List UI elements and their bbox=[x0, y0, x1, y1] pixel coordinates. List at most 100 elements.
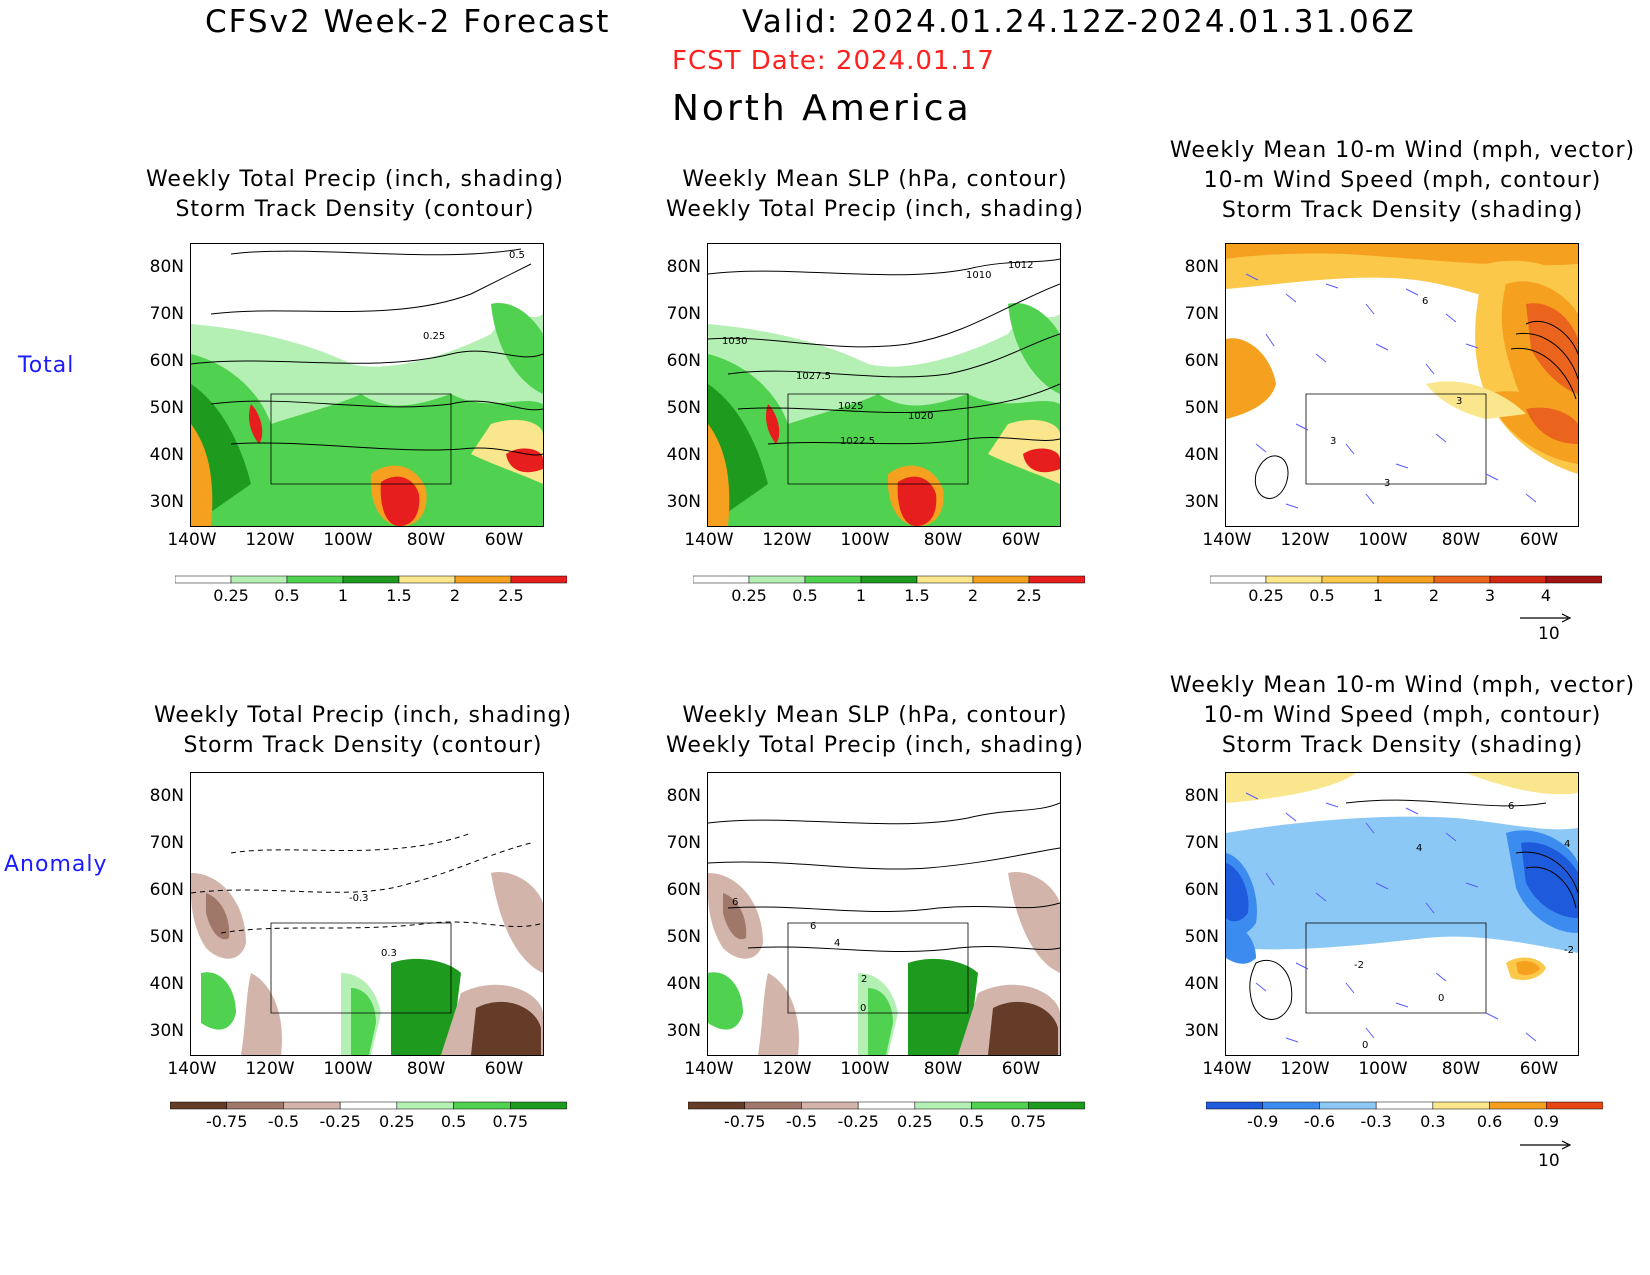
colorbar-tick-label: 1 bbox=[337, 586, 349, 605]
panel-title-p3: Weekly Mean 10-m Wind (mph, vector) 10-m … bbox=[1169, 138, 1636, 223]
colorbar-swatch bbox=[226, 1101, 284, 1110]
lat-tick-label: 70N bbox=[149, 304, 184, 324]
colorbar-tick-label: 0.25 bbox=[1248, 586, 1284, 605]
lat-tick-label: 50N bbox=[1184, 398, 1219, 418]
colorbar-precip-anomaly: -0.75 -0.5 -0.25 0.25 0.5 0.75 bbox=[170, 1101, 567, 1131]
colorbar-tick-label: 0.9 bbox=[1533, 1112, 1559, 1131]
lon-tick-label: 80W bbox=[1441, 530, 1481, 550]
lat-tick-label: 50N bbox=[666, 927, 701, 947]
colorbar-density-anomaly: -0.9 -0.6 -0.3 0.3 0.6 0.9 bbox=[1206, 1101, 1603, 1131]
contour-label: 4 bbox=[834, 938, 840, 949]
colorbar-precip-anomaly-2: -0.75 -0.5 -0.25 0.25 0.5 0.75 bbox=[688, 1101, 1085, 1131]
colorbar-swatch bbox=[283, 1101, 341, 1110]
lon-tick-label: 120W bbox=[762, 530, 812, 550]
lat-tick-label: 60N bbox=[666, 880, 701, 900]
contour-label: 1025 bbox=[838, 401, 863, 412]
colorbar-swatch bbox=[1028, 1101, 1085, 1110]
forecast-date: FCST Date: 2024.01.17 bbox=[672, 46, 995, 76]
colorbar-swatch bbox=[286, 575, 344, 584]
map-panel-slp-total: 1012 1010 1030 1027.5 1025 1020 1022.5 bbox=[707, 243, 1061, 527]
colorbar-tick-label: 1 bbox=[855, 586, 867, 605]
lat-tick-label: 30N bbox=[149, 1021, 184, 1041]
colorbar-swatch bbox=[1489, 575, 1547, 584]
lat-tick-label: 50N bbox=[149, 927, 184, 947]
panel-title-p5: Weekly Mean SLP (hPa, contour) Weekly Tot… bbox=[665, 703, 1085, 758]
colorbar-tick-label: -0.3 bbox=[1360, 1112, 1392, 1131]
colorbar-swatch bbox=[453, 1101, 511, 1110]
colorbar-tick-label: 0.5 bbox=[958, 1112, 985, 1131]
colorbar-swatch bbox=[972, 575, 1030, 584]
lat-tick-label: 70N bbox=[1184, 833, 1219, 853]
row-label-anomaly: Anomaly bbox=[4, 852, 108, 877]
colorbar-tick-label: 0.5 bbox=[792, 586, 818, 605]
colorbar-swatch bbox=[693, 575, 750, 584]
lon-tick-label: 60W bbox=[484, 1059, 524, 1079]
lon-tick-label: 100W bbox=[840, 530, 890, 550]
contour-label: -2 bbox=[1354, 960, 1364, 971]
lat-tick-label: 60N bbox=[149, 880, 184, 900]
contour-label: 0 bbox=[1362, 1040, 1368, 1051]
contour-label: -0.3 bbox=[349, 893, 369, 904]
contour-label: 0 bbox=[860, 1003, 866, 1014]
contour-label: 0.25 bbox=[423, 331, 445, 342]
lat-tick-label: 50N bbox=[666, 398, 701, 418]
contour-label: 1027.5 bbox=[796, 371, 831, 382]
contour-label: 1020 bbox=[908, 411, 933, 422]
colorbar-swatch bbox=[1210, 575, 1267, 584]
contour-label: 3 bbox=[1330, 436, 1336, 447]
lon-tick-label: 80W bbox=[923, 1059, 963, 1079]
figure-title: CFSv2 Week-2 Forecast bbox=[205, 4, 611, 40]
lat-tick-label: 80N bbox=[149, 786, 184, 806]
colorbar-swatch bbox=[801, 1101, 859, 1110]
lat-tick-label: 30N bbox=[149, 492, 184, 512]
map-panel-precip-total: 0.5 0.25 bbox=[190, 243, 544, 527]
contour-label: 0 bbox=[1438, 993, 1444, 1004]
colorbar-swatch bbox=[1321, 575, 1379, 584]
contour-label: 1012 bbox=[1008, 260, 1033, 271]
lat-tick-label: 30N bbox=[1184, 492, 1219, 512]
lat-tick-label: 80N bbox=[666, 257, 701, 277]
lon-tick-label: 140W bbox=[1202, 1059, 1252, 1079]
colorbar-swatch bbox=[454, 575, 512, 584]
lon-tick-label: 100W bbox=[323, 1059, 373, 1079]
lat-tick-label: 70N bbox=[1184, 304, 1219, 324]
colorbar-swatch bbox=[744, 1101, 802, 1110]
colorbar-swatch bbox=[1432, 1101, 1490, 1110]
lon-tick-label: 120W bbox=[245, 530, 295, 550]
contour-label: 4 bbox=[1416, 843, 1422, 854]
lon-tick-label: 80W bbox=[406, 530, 446, 550]
contour-label: 0.5 bbox=[509, 250, 525, 261]
lon-tick-label: 100W bbox=[323, 530, 373, 550]
lat-tick-label: 40N bbox=[1184, 445, 1219, 465]
colorbar-tick-label: -0.6 bbox=[1303, 1112, 1336, 1131]
contour-label: 3 bbox=[1384, 478, 1390, 489]
colorbar-tick-label: 1 bbox=[1372, 586, 1384, 605]
contour-label: 0.3 bbox=[381, 948, 397, 959]
colorbar-swatch bbox=[914, 1101, 972, 1110]
map-panel-slp-anomaly: 6 6 4 2 0 bbox=[707, 772, 1061, 1056]
colorbar-tick-label: 0.75 bbox=[1010, 1112, 1047, 1131]
lat-tick-label: 60N bbox=[149, 351, 184, 371]
colorbar-tick-label: 2 bbox=[967, 586, 979, 605]
region-title: North America bbox=[672, 88, 972, 129]
lon-tick-label: 100W bbox=[1358, 1059, 1408, 1079]
panel-title-p2: Weekly Mean SLP (hPa, contour) Weekly Tot… bbox=[665, 167, 1085, 222]
lon-tick-label: 80W bbox=[1441, 1059, 1481, 1079]
colorbar-swatch bbox=[1546, 1101, 1603, 1110]
contour-label: 1022.5 bbox=[840, 436, 875, 447]
colorbar-tick-label: -0.25 bbox=[319, 1112, 361, 1131]
lat-tick-label: 40N bbox=[149, 445, 184, 465]
valid-period: Valid: 2024.01.24.12Z-2024.01.31.06Z bbox=[742, 4, 1416, 40]
colorbar-swatch bbox=[1319, 1101, 1377, 1110]
colorbar-tick-label: 3 bbox=[1484, 586, 1496, 605]
colorbar-swatch bbox=[175, 575, 232, 584]
colorbar-tick-label: 0.25 bbox=[379, 1112, 415, 1131]
lat-tick-label: 40N bbox=[149, 974, 184, 994]
lat-tick-label: 50N bbox=[149, 398, 184, 418]
colorbar-tick-label: -0.25 bbox=[837, 1112, 879, 1131]
colorbar-swatch bbox=[170, 1101, 227, 1110]
colorbar-tick-label: 1.5 bbox=[386, 586, 412, 605]
lat-tick-label: 80N bbox=[1184, 257, 1219, 277]
row-label-total: Total bbox=[18, 353, 75, 378]
colorbar-swatch bbox=[1265, 575, 1323, 584]
